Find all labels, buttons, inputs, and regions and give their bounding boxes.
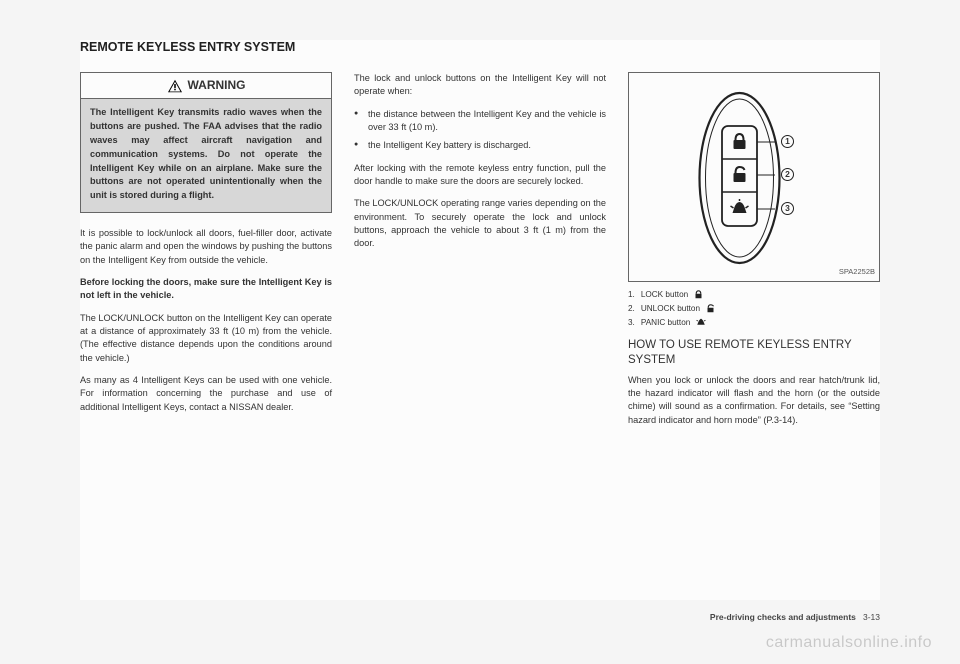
column-3: 1 2 3 SPA2252B 1. LOCK button 2. UNLOCK …	[628, 72, 880, 600]
paragraph: As many as 4 Intelligent Keys can be use…	[80, 374, 332, 414]
legend-row: 3. PANIC button	[628, 316, 880, 330]
column-2: The lock and unlock buttons on the Intel…	[354, 72, 606, 600]
paragraph: When you lock or unlock the doors and re…	[628, 374, 880, 427]
paragraph: The LOCK/UNLOCK button on the Intelligen…	[80, 312, 332, 365]
page-footer: Pre-driving checks and adjustments 3-13	[710, 612, 880, 622]
callout-2: 2	[781, 168, 794, 181]
legend-num: 3.	[628, 316, 635, 330]
paragraph: The LOCK/UNLOCK operating range varies d…	[354, 197, 606, 250]
column-1: WARNING The Intelligent Key transmits ra…	[80, 72, 332, 600]
legend-num: 1.	[628, 288, 635, 302]
watermark: carmanualsonline.info	[766, 634, 932, 652]
unlock-icon	[706, 304, 715, 313]
manual-page: REMOTE KEYLESS ENTRY SYSTEM WARNING	[80, 40, 880, 600]
legend-row: 2. UNLOCK button	[628, 302, 880, 316]
bullet-list: the distance between the Intelligent Key…	[354, 108, 606, 153]
keyfob-figure: 1 2 3 SPA2252B	[628, 72, 880, 282]
subheading: HOW TO USE REMOTE KEYLESS ENTRY SYSTEM	[628, 338, 880, 368]
paragraph-bold: Before locking the doors, make sure the …	[80, 276, 332, 303]
legend-text: PANIC button	[641, 316, 690, 330]
callout-1: 1	[781, 135, 794, 148]
legend-num: 2.	[628, 302, 635, 316]
content-columns: WARNING The Intelligent Key transmits ra…	[80, 72, 880, 600]
keyfob-icon	[697, 91, 782, 266]
figure-legend: 1. LOCK button 2. UNLOCK button 3. PANIC…	[628, 288, 880, 330]
legend-row: 1. LOCK button	[628, 288, 880, 302]
paragraph: After locking with the remote keyless en…	[354, 162, 606, 189]
paragraph: It is possible to lock/unlock all doors,…	[80, 227, 332, 267]
lock-icon	[694, 290, 703, 299]
footer-label: Pre-driving checks and adjustments	[710, 612, 856, 622]
warning-body: The Intelligent Key transmits radio wave…	[90, 106, 322, 203]
callout-3: 3	[781, 202, 794, 215]
legend-text: LOCK button	[641, 288, 688, 302]
panic-icon	[696, 318, 705, 327]
list-item: the Intelligent Key battery is discharge…	[354, 139, 606, 152]
warning-box: WARNING The Intelligent Key transmits ra…	[80, 72, 332, 213]
section-title: REMOTE KEYLESS ENTRY SYSTEM	[80, 40, 880, 54]
legend-text: UNLOCK button	[641, 302, 700, 316]
warning-triangle-icon	[167, 79, 183, 93]
paragraph: The lock and unlock buttons on the Intel…	[354, 72, 606, 99]
figure-code: SPA2252B	[839, 267, 875, 278]
warning-heading: WARNING	[81, 73, 331, 99]
list-item: the distance between the Intelligent Key…	[354, 108, 606, 135]
footer-page: 3-13	[863, 612, 880, 622]
warning-label: WARNING	[188, 77, 246, 94]
